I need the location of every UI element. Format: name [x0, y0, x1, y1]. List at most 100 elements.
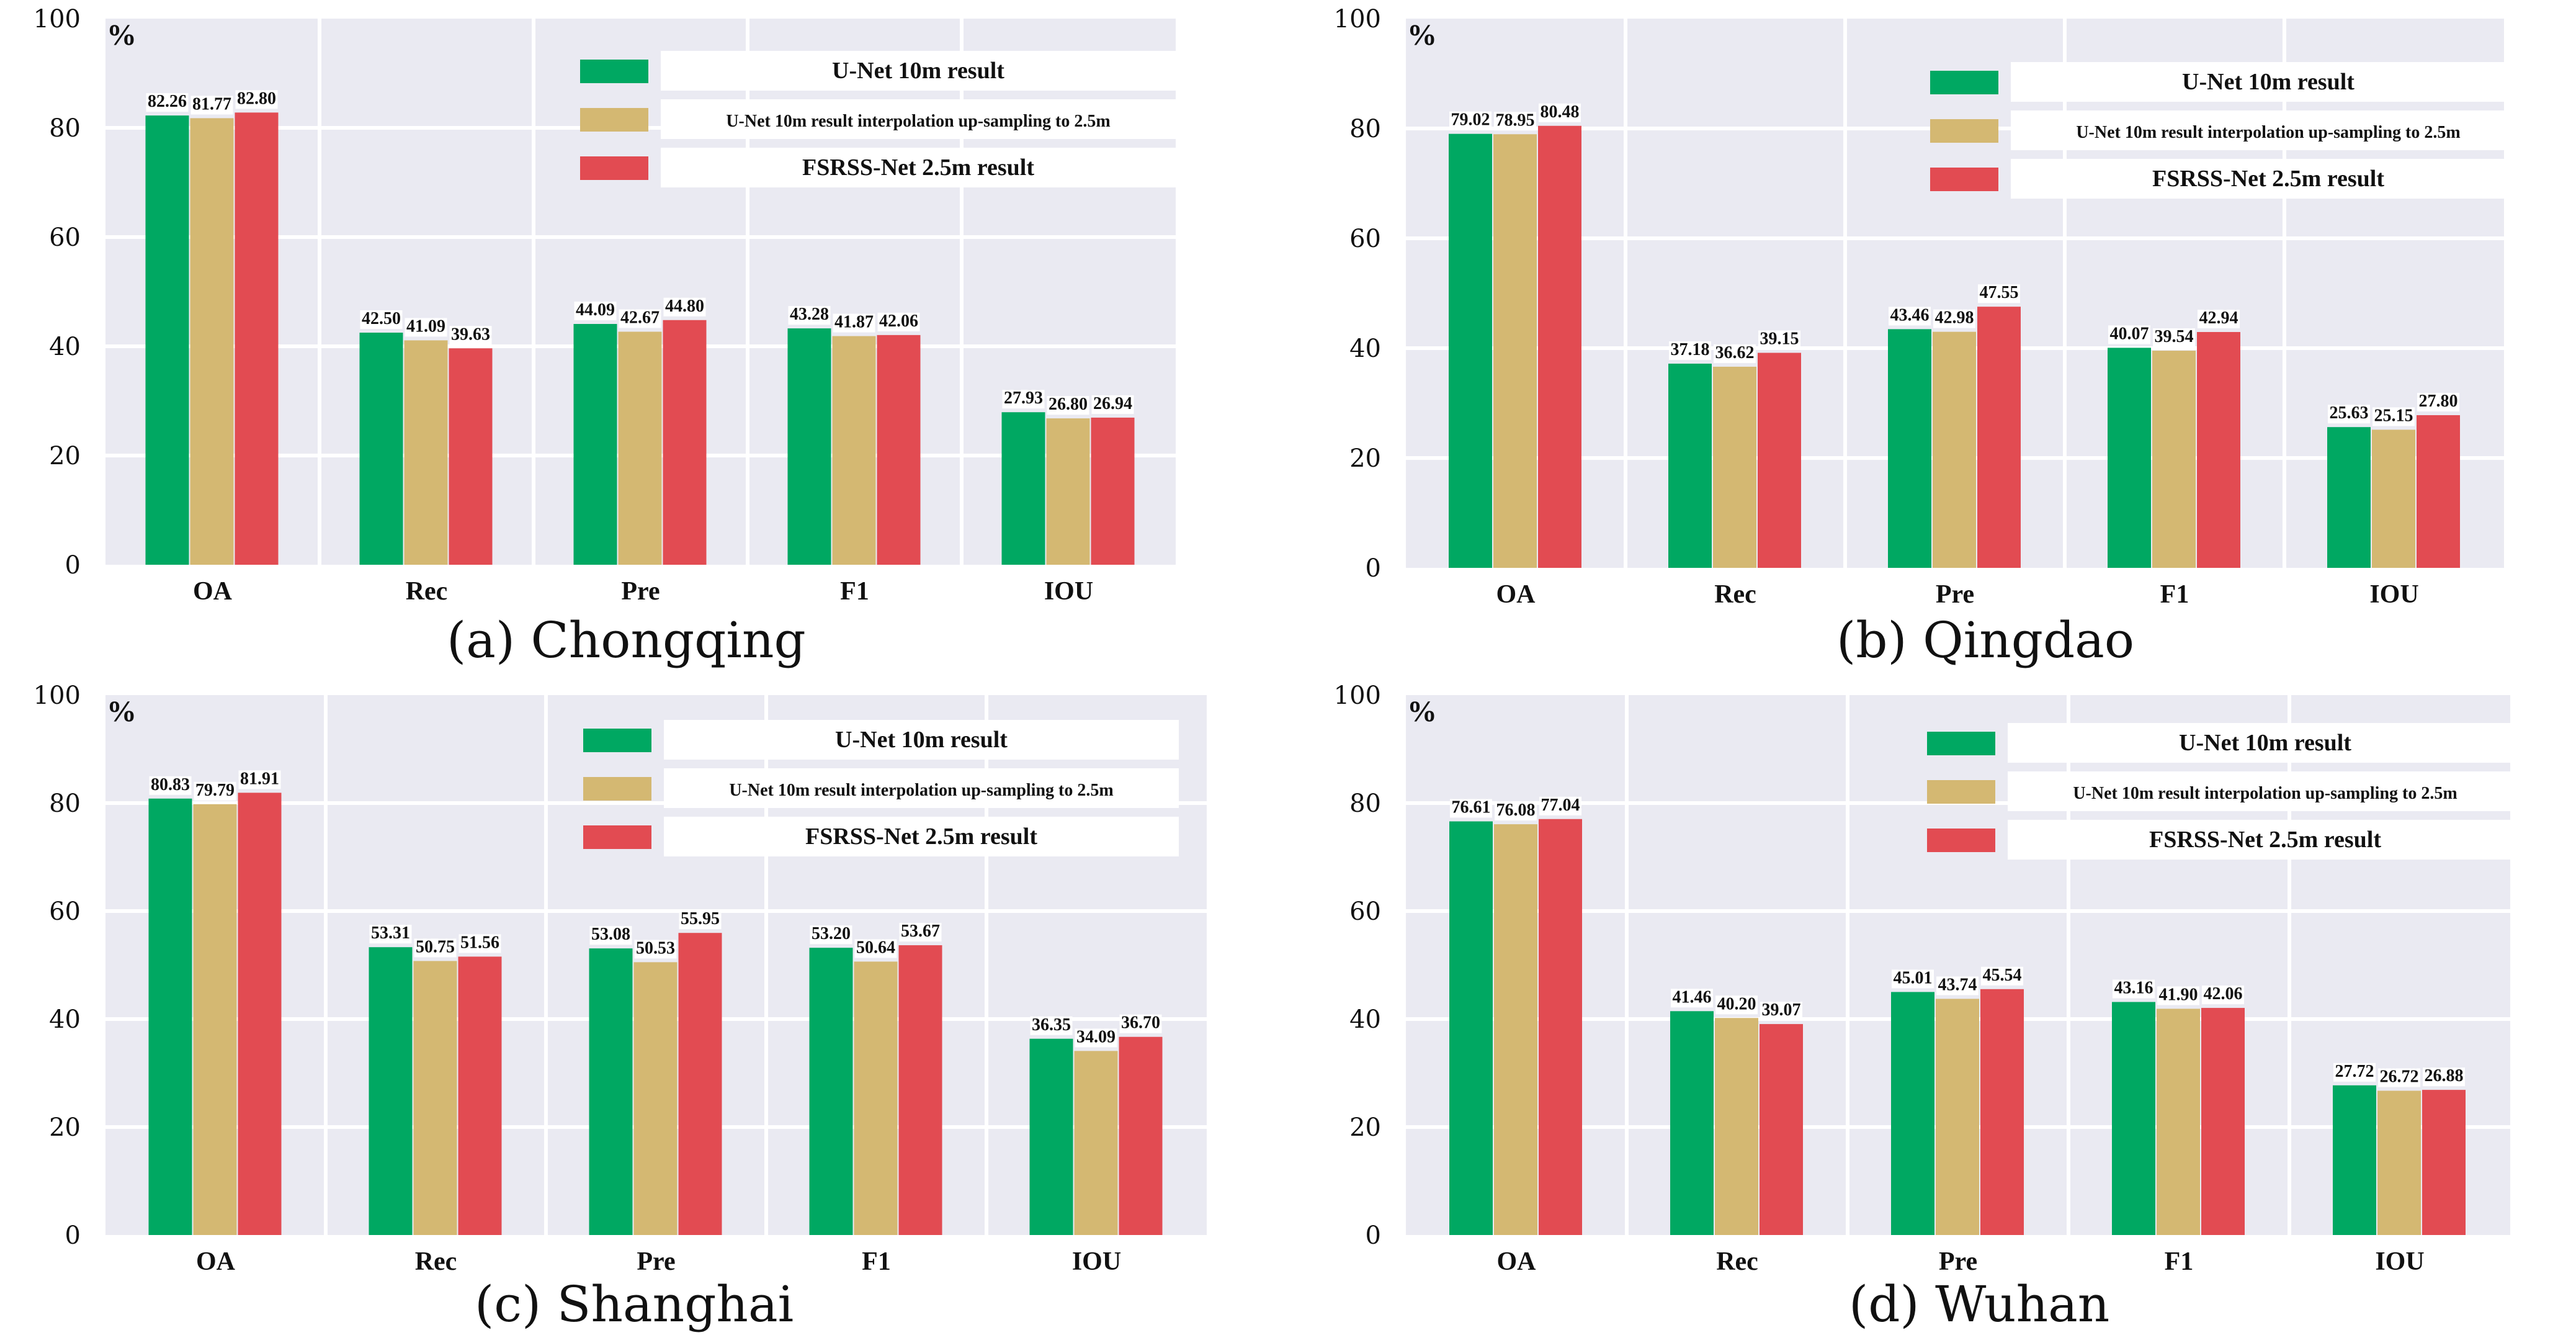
chart-chongqing-svg: 0 20 40 60 80 100 % 82.26 81.77 82.80 OA 42.50 41.09…	[34, 5, 1176, 606]
data-label-bg	[146, 93, 189, 112]
legend-label-bg	[2008, 820, 2523, 860]
y-tick-label: 40	[1349, 335, 1381, 363]
data-label: 44.80	[665, 297, 704, 316]
bar	[1091, 417, 1135, 565]
data-label-bg	[877, 312, 920, 331]
data-label-bg	[1981, 966, 2023, 986]
bar	[404, 340, 448, 565]
data-label: 26.94	[1093, 394, 1132, 413]
data-label: 53.20	[812, 924, 851, 943]
bar	[573, 324, 617, 565]
caption-chongqing: (a) Chongqing	[447, 611, 806, 669]
legend-label: FSRSS-Net 2.5m result	[2152, 166, 2384, 192]
bar	[193, 804, 237, 1235]
bar	[1715, 1018, 1758, 1235]
data-label: 47.55	[1980, 283, 2019, 302]
y-tick-label: 60	[1349, 225, 1381, 253]
data-label-bg	[1119, 1014, 1162, 1033]
x-tick-label: IOU	[1044, 577, 1093, 606]
data-label: 53.67	[901, 922, 940, 941]
bar	[832, 336, 876, 565]
data-label-bg	[1889, 307, 1931, 326]
y-tick-label: 0	[65, 1221, 81, 1250]
data-label-bg	[619, 309, 661, 328]
x-tick-label: OA	[196, 1247, 236, 1276]
data-label-bg	[2108, 325, 2150, 344]
bar	[1029, 1038, 1073, 1235]
data-label: 41.90	[2159, 985, 2198, 1004]
legend-label-bg	[2011, 159, 2526, 199]
data-label-bg	[1091, 395, 1134, 414]
data-label: 41.46	[1673, 987, 1712, 1007]
data-label: 36.35	[1032, 1015, 1071, 1035]
legend-swatch	[1930, 71, 1998, 94]
bar	[2422, 1090, 2466, 1235]
data-label-bg	[2157, 986, 2199, 1005]
data-label-bg	[854, 939, 897, 958]
legend-label: U-Net 10m result	[2179, 730, 2351, 756]
data-label-bg	[663, 297, 706, 317]
legend-swatch	[1927, 829, 1995, 852]
bar	[190, 118, 234, 565]
bar	[1713, 366, 1756, 568]
bar	[1936, 999, 1979, 1235]
data-label-bg	[2113, 979, 2155, 999]
data-label: 36.70	[1121, 1013, 1160, 1033]
bar	[235, 112, 279, 565]
y-tick-label: 100	[34, 681, 81, 710]
legend-label-bg	[661, 51, 1176, 91]
data-label: 27.80	[2419, 392, 2458, 411]
data-label: 77.04	[1541, 796, 1580, 815]
x-tick-label: Pre	[637, 1247, 675, 1276]
data-label-bg	[449, 326, 492, 345]
data-label: 43.28	[790, 305, 829, 324]
x-tick-label: F1	[2160, 580, 2189, 609]
bar	[1668, 363, 1712, 568]
data-label: 26.88	[2425, 1066, 2464, 1085]
bar	[1494, 824, 1537, 1235]
legend-label: U-Net 10m result interpolation up-sampli…	[729, 781, 1113, 800]
y-tick-label: 80	[1349, 115, 1381, 143]
legend-label-bg	[2008, 723, 2523, 763]
bar	[458, 956, 502, 1235]
data-label-bg	[2202, 986, 2244, 1005]
legend-label-bg	[664, 768, 1179, 808]
bar	[618, 331, 662, 565]
data-label-bg	[149, 776, 192, 795]
data-label: 42.98	[1935, 308, 1974, 328]
bar	[809, 948, 853, 1235]
data-label-bg	[574, 302, 617, 321]
legend-swatch	[1930, 168, 1998, 191]
x-tick-label: Rec	[1716, 1247, 1758, 1276]
data-label: 36.62	[1715, 343, 1755, 362]
data-label: 50.53	[636, 938, 675, 958]
data-label: 39.15	[1760, 330, 1799, 349]
legend-label-bg	[2008, 771, 2523, 811]
chart-shanghai-svg: 0 20 40 60 80 100 % 80.83 79.79 81.91 OA 53.31 50.75…	[34, 681, 1207, 1276]
bar	[877, 335, 921, 565]
data-label-bg	[679, 910, 722, 930]
bar	[1760, 1024, 1803, 1235]
y-tick-label: 20	[49, 442, 81, 470]
data-label: 39.54	[2155, 327, 2194, 346]
data-label-bg	[2153, 328, 2195, 348]
x-tick-label: F1	[2165, 1247, 2194, 1276]
legend-label-bg	[664, 720, 1179, 760]
data-label-bg	[2328, 405, 2370, 424]
x-tick-label: F1	[862, 1247, 891, 1276]
data-label-bg	[1892, 969, 1934, 989]
data-label: 25.15	[2374, 406, 2413, 425]
data-label: 80.83	[151, 775, 190, 794]
bar	[2157, 1008, 2200, 1235]
bar	[1493, 134, 1537, 568]
data-label-bg	[238, 770, 281, 789]
data-label: 76.08	[1496, 801, 1536, 820]
data-label: 34.09	[1076, 1027, 1116, 1046]
data-label-bg	[1669, 341, 1711, 360]
legend-label-bg	[664, 817, 1179, 856]
data-label-bg	[1030, 1016, 1073, 1035]
legend-swatch	[580, 60, 648, 83]
legend-swatch	[583, 777, 651, 801]
data-label-bg	[1760, 1002, 1802, 1021]
legend-label-bg	[661, 99, 1176, 139]
